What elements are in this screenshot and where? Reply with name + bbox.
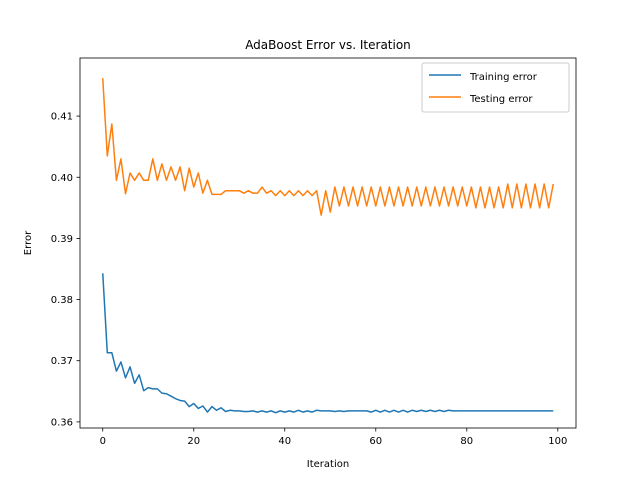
x-tick-label: 80	[460, 436, 473, 447]
y-axis-label: Error	[23, 230, 34, 255]
series-line-training-error	[102, 273, 554, 414]
x-tick-label: 0	[100, 436, 106, 447]
y-tick-label: 0.38	[51, 295, 73, 306]
x-tick-label: 100	[548, 436, 567, 447]
y-tick-label: 0.36	[51, 417, 73, 428]
legend-label-testing-error: Testing error	[469, 94, 533, 105]
x-tick-label: 60	[369, 436, 382, 447]
series-line-testing-error	[102, 78, 554, 216]
x-axis-label: Iteration	[307, 459, 349, 470]
legend-label-training-error: Training error	[469, 72, 538, 83]
y-tick-label: 0.40	[51, 173, 73, 184]
y-axis-ticks: 0.36 0.37 0.38 0.39 0.40 0.41	[51, 112, 80, 428]
x-tick-label: 40	[278, 436, 291, 447]
chart-title: AdaBoost Error vs. Iteration	[245, 38, 411, 52]
x-axis-ticks: 0 20 40 60 80 100	[100, 428, 567, 447]
series-lines	[102, 78, 554, 414]
y-tick-label: 0.41	[51, 112, 73, 123]
x-tick-label: 20	[187, 436, 200, 447]
plot-frame	[79, 57, 577, 429]
y-tick-label: 0.39	[51, 234, 73, 245]
y-tick-label: 0.37	[51, 356, 73, 367]
legend: Training error Testing error	[421, 62, 570, 113]
